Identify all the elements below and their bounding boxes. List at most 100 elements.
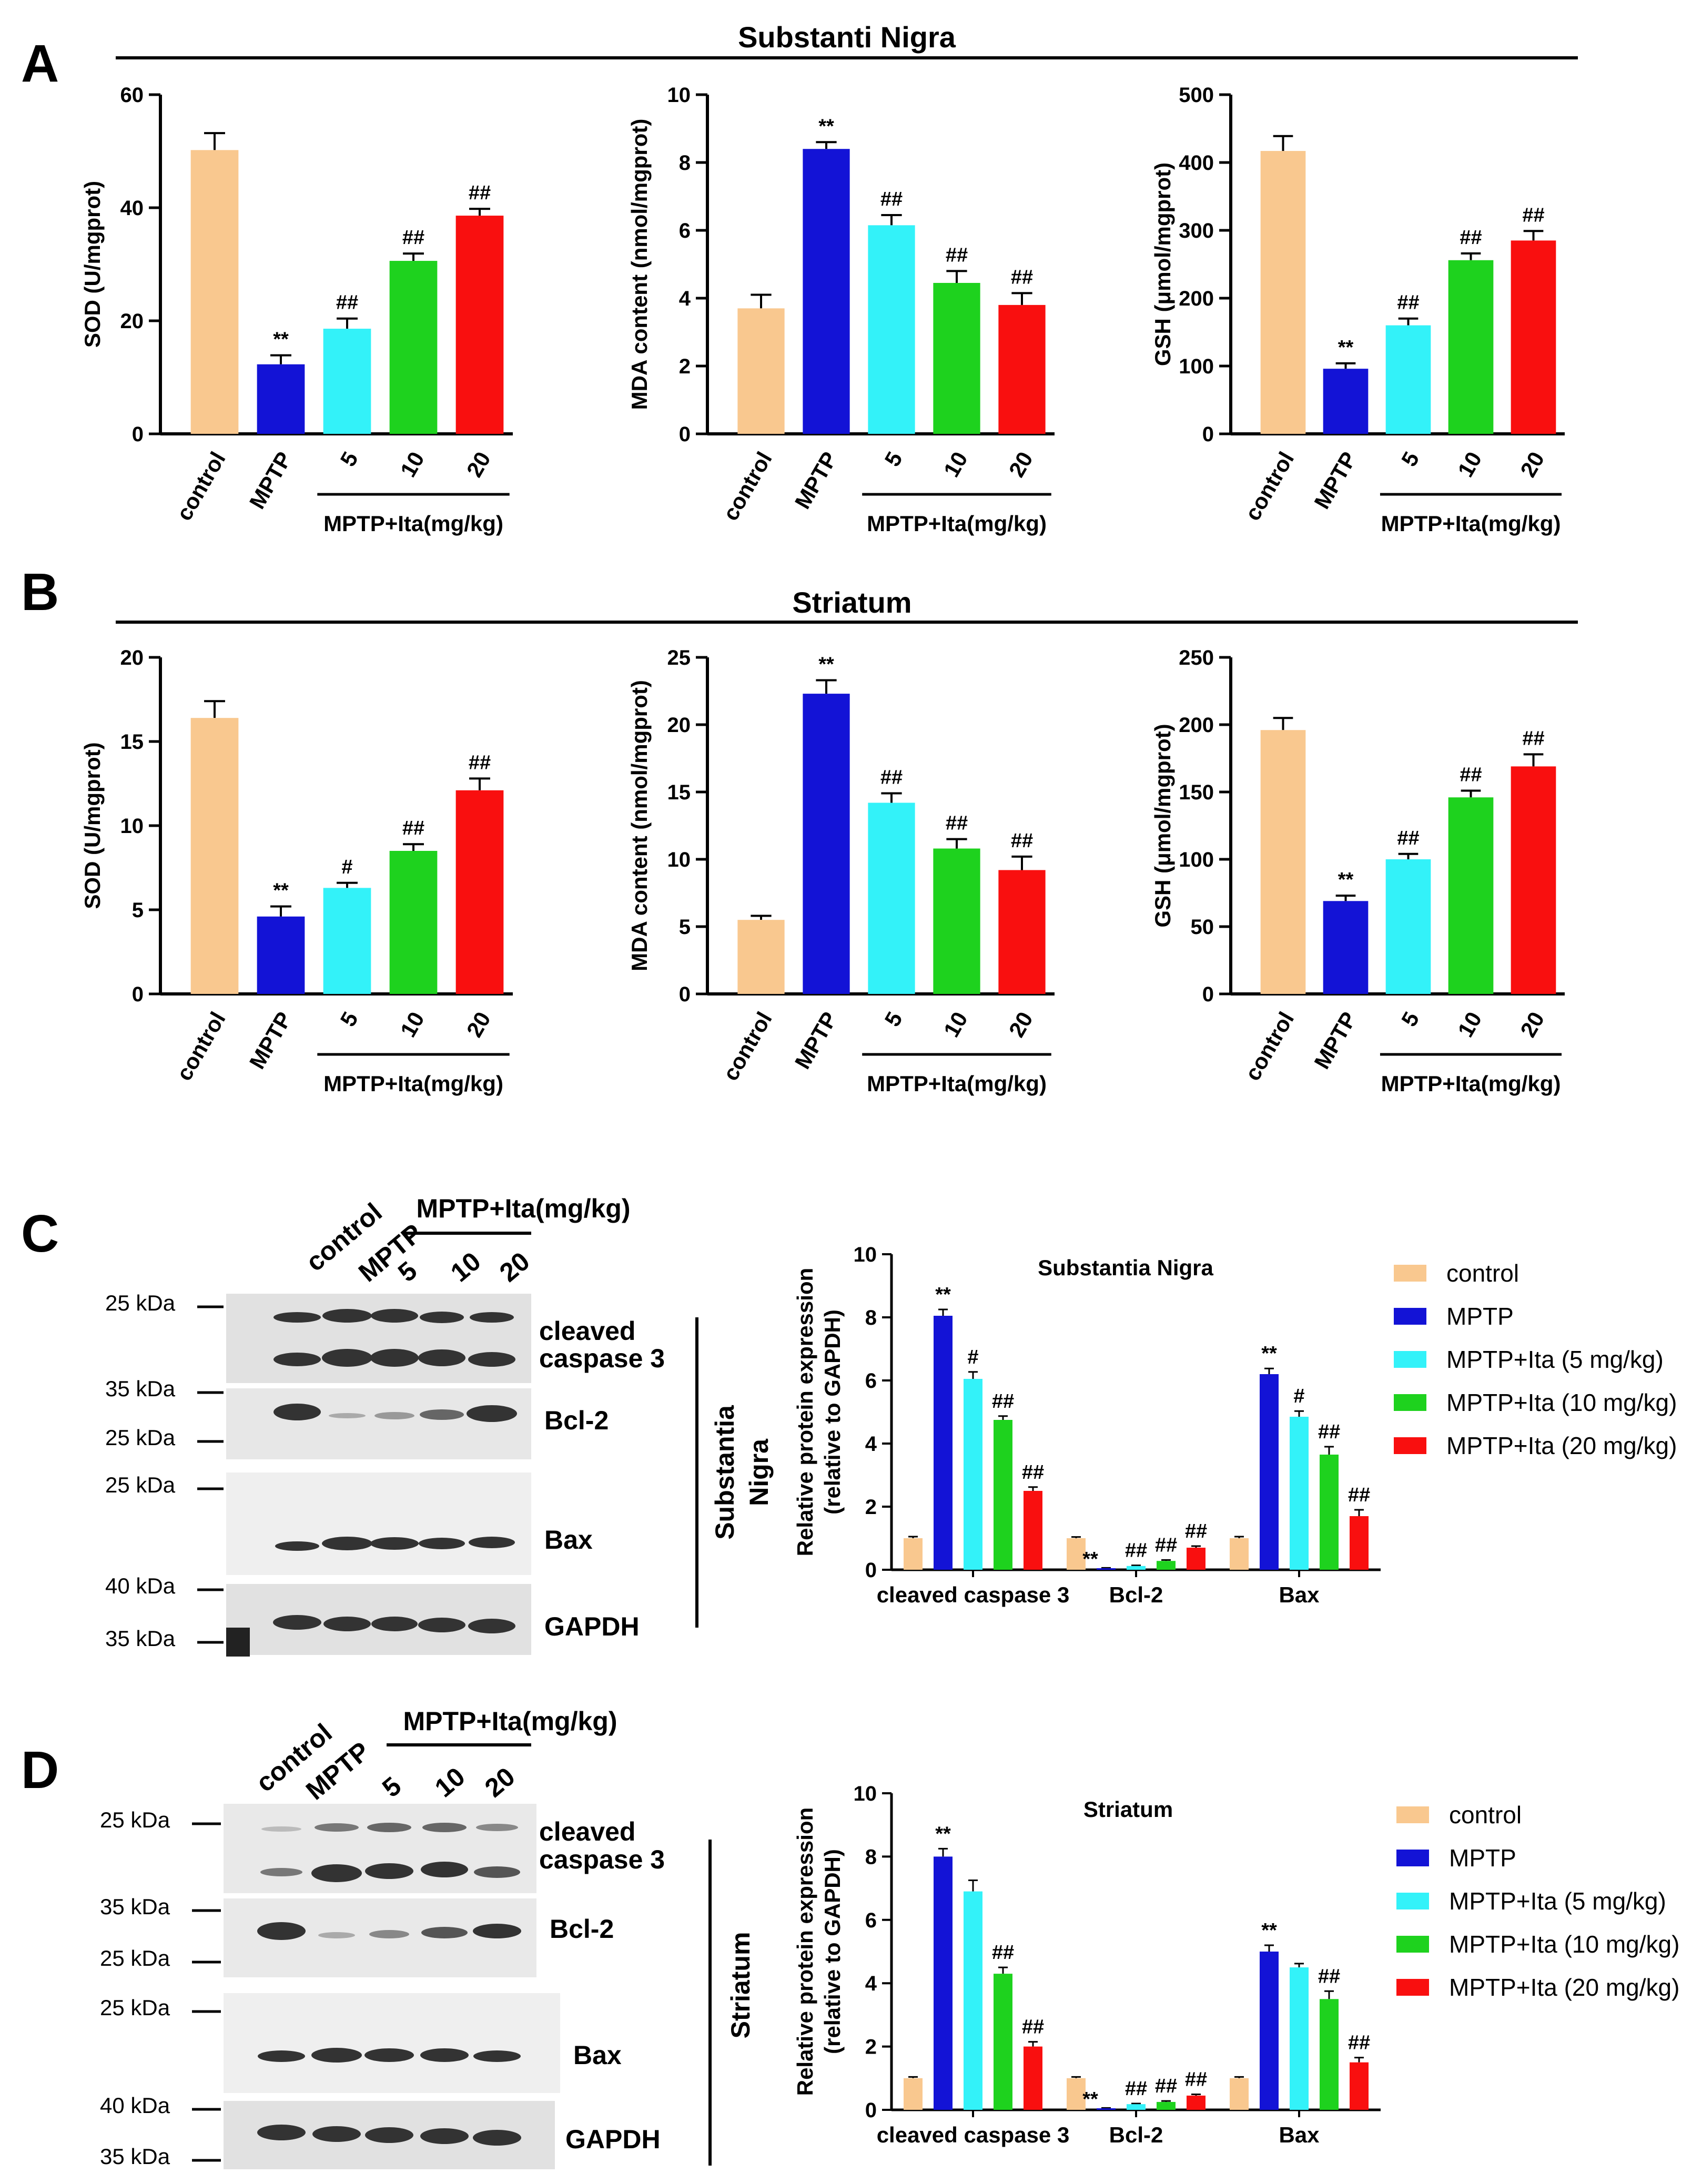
y-tick-label: 50 xyxy=(1191,916,1214,939)
significance-mark: ## xyxy=(1522,727,1544,749)
significance-mark: ## xyxy=(1022,2016,1044,2038)
bar-mptp xyxy=(257,364,305,434)
y-tick-label: 5 xyxy=(132,899,144,922)
legend-label: MPTP+Ita (5 mg/kg) xyxy=(1449,1887,1666,1915)
significance-mark: ## xyxy=(1397,827,1419,849)
bar-5 xyxy=(323,329,371,434)
y-tick-label: 5 xyxy=(679,916,691,939)
bar xyxy=(1260,1952,1279,2110)
blot-c-kda-6: 35 kDa xyxy=(105,1626,176,1651)
chart-title: Striatum xyxy=(1083,1797,1173,1822)
blot-c-kda-2: 35 kDa xyxy=(105,1376,176,1401)
y-tick-label: 250 xyxy=(1179,646,1214,669)
bar-5 xyxy=(868,803,915,994)
significance-mark: ** xyxy=(273,329,289,351)
significance-mark: ## xyxy=(1522,204,1544,226)
significance-mark: ** xyxy=(1261,1919,1277,1942)
legend-swatch xyxy=(1394,1394,1426,1411)
bar xyxy=(1067,1538,1086,1570)
bar xyxy=(964,1379,982,1570)
legend-label: MPTP xyxy=(1449,1844,1516,1872)
significance-mark: ** xyxy=(1082,2088,1098,2110)
y-tick-label: 0 xyxy=(865,2099,877,2122)
blot-d-protein-caspase3: caspase 3 xyxy=(539,1845,665,1874)
significance-mark: ** xyxy=(1082,1548,1098,1570)
legend-swatch xyxy=(1396,1806,1429,1823)
chart-title: Substantia Nigra xyxy=(1038,1255,1213,1280)
significance-mark: ## xyxy=(946,244,968,266)
y-tick-label: 0 xyxy=(132,423,144,446)
blot-d-kda-3: 25 kDa xyxy=(100,1946,170,1970)
blot-c-group-label: MPTP+Ita(mg/kg) xyxy=(417,1194,631,1223)
y-tick-label: 200 xyxy=(1179,287,1214,310)
significance-mark: ## xyxy=(469,751,491,774)
y-tick-label: 10 xyxy=(120,815,144,838)
significance-mark: ** xyxy=(818,115,834,137)
bar xyxy=(1290,1967,1309,2110)
significance-mark: ## xyxy=(946,812,968,835)
bar-control xyxy=(737,920,785,994)
y-tick-label: 10 xyxy=(667,848,691,871)
panel-letter-d: D xyxy=(21,1741,59,1800)
significance-mark: ## xyxy=(336,292,358,314)
bar-20 xyxy=(1511,766,1556,994)
significance-mark: ## xyxy=(992,1942,1014,1964)
y-tick-label: 15 xyxy=(120,730,144,754)
y-tick-label: 20 xyxy=(667,714,691,737)
bar-10 xyxy=(1448,260,1494,434)
significance-mark: ## xyxy=(1125,1540,1147,1562)
blot-d-strip-bax xyxy=(224,1993,560,2093)
significance-mark: ** xyxy=(273,880,289,902)
bar xyxy=(1127,2104,1146,2110)
significance-mark: ## xyxy=(1011,266,1033,288)
significance-mark: ## xyxy=(880,188,903,210)
bar xyxy=(1097,1568,1116,1570)
header-substantia-nigra: Substanti Nigra xyxy=(738,21,956,54)
blot-d-protein-cleaved: cleaved xyxy=(539,1817,635,1846)
bar xyxy=(904,1538,923,1570)
bar-20 xyxy=(455,216,504,434)
y-tick-label: 300 xyxy=(1179,219,1214,242)
legend-label: MPTP+Ita (10 mg/kg) xyxy=(1449,1931,1679,1958)
bar-10 xyxy=(389,261,438,434)
legend-label: control xyxy=(1446,1259,1519,1287)
bar xyxy=(1024,1491,1042,1570)
blot-d-protein-bax: Bax xyxy=(573,2040,622,2070)
y-tick-label: 6 xyxy=(679,219,691,242)
legend-label: MPTP+Ita (20 mg/kg) xyxy=(1446,1432,1677,1459)
y-tick-label: 6 xyxy=(865,1369,877,1393)
bar xyxy=(964,1891,982,2110)
legend-label: MPTP+Ita (10 mg/kg) xyxy=(1446,1389,1677,1416)
bar xyxy=(934,1316,953,1570)
blot-d-kda-2: 35 kDa xyxy=(100,1894,170,1919)
blot-d-region-label: Striatum xyxy=(726,1932,755,2039)
y-tick-label: 40 xyxy=(120,197,144,220)
bar-mptp xyxy=(1323,901,1369,994)
y-tick-label: 2 xyxy=(865,1496,877,1519)
legend-swatch xyxy=(1396,1979,1429,1996)
significance-mark: ## xyxy=(1185,1520,1207,1542)
blot-d-kda-5: 40 kDa xyxy=(100,2093,170,2118)
chart-d-protein-expression: 0 2 4 6 8 10 Relative protein expression (relat… xyxy=(793,1782,1679,2147)
bar-mptp xyxy=(257,916,305,994)
y-axis-label: Relative protein expression (relative to … xyxy=(793,1268,845,1557)
y-tick-label: 150 xyxy=(1179,781,1214,804)
y-tick-label: 0 xyxy=(679,423,691,446)
y-tick-label: 0 xyxy=(1202,983,1214,1006)
y-axis-label: GSH (μmol/mgprot) xyxy=(1150,162,1175,366)
bar xyxy=(934,1856,953,2110)
significance-mark: ## xyxy=(1318,1965,1340,1987)
western-blot-c: control MPTP 5 10 20 MPTP+Ita(mg/kg) 25 … xyxy=(105,1194,774,1657)
legend-label: control xyxy=(1449,1801,1522,1829)
bar-10 xyxy=(389,851,438,994)
group-label: MPTP+Ita(mg/kg) xyxy=(323,1071,503,1096)
bar xyxy=(1290,1417,1309,1570)
significance-mark: ## xyxy=(1460,764,1482,786)
bar-5 xyxy=(1385,325,1431,434)
blot-c-bands xyxy=(273,1309,517,1633)
header-striatum: Striatum xyxy=(792,586,911,619)
group-label: MPTP+Ita(mg/kg) xyxy=(1381,511,1561,536)
category-label: cleaved caspase 3 xyxy=(877,2122,1070,2147)
bar xyxy=(1350,1516,1369,1570)
